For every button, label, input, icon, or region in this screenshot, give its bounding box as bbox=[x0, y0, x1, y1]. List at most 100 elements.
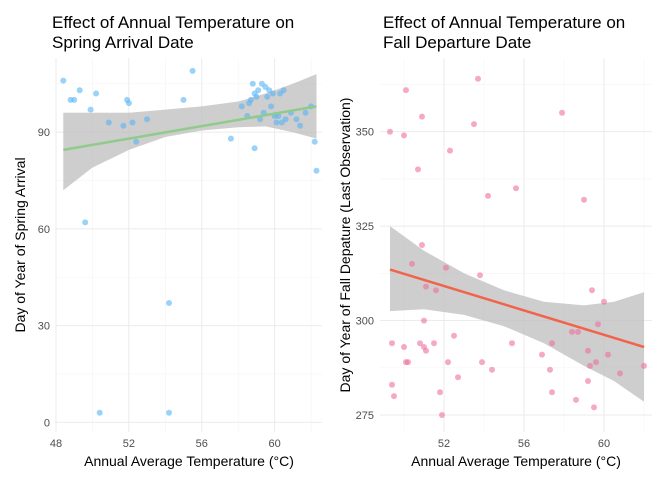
chart2-data-point bbox=[447, 147, 453, 154]
chart2-y-tick-label: 350 bbox=[356, 127, 374, 139]
chart1-confidence-band bbox=[63, 74, 317, 191]
chart1-trend-line bbox=[63, 105, 317, 152]
chart1-data-point bbox=[253, 93, 260, 100]
chart1-data-point bbox=[82, 219, 89, 226]
chart2-trend-line bbox=[389, 268, 645, 349]
chart1-data-point bbox=[264, 93, 271, 100]
chart2-data-point bbox=[641, 362, 647, 369]
chart1-data-point bbox=[227, 135, 234, 142]
chart2-y-tick-label: 300 bbox=[356, 316, 374, 328]
chart2-data-point bbox=[587, 362, 593, 369]
chart2-data-point bbox=[419, 113, 425, 120]
chart1-data-point bbox=[93, 90, 100, 97]
chart2-x-tick-label: 56 bbox=[518, 438, 530, 450]
chart2-data-point bbox=[605, 351, 611, 358]
chart1-data-point bbox=[129, 119, 136, 126]
chart2-data-point bbox=[421, 317, 427, 324]
chart1-data-point bbox=[96, 409, 103, 416]
chart1-y-tick-label: 30 bbox=[38, 321, 50, 333]
chart2-data-point bbox=[549, 340, 555, 347]
chart1-title-line: Effect of Annual Temperature on bbox=[52, 13, 294, 32]
chart2-y-tick-label: 275 bbox=[356, 410, 374, 422]
chart2-data-point bbox=[423, 347, 429, 354]
chart1-y-tick-label: 90 bbox=[38, 127, 50, 139]
chart1-data-point bbox=[311, 138, 318, 145]
chart1-x-tick-label: 52 bbox=[123, 438, 135, 450]
chart2-data-point bbox=[431, 340, 437, 347]
chart1-data-point bbox=[251, 145, 258, 152]
chart1-panel: 48 52 56 60 0 30 60 90 Effect of Annual Temperat… bbox=[12, 13, 322, 469]
chart2-data-point bbox=[475, 75, 481, 82]
chart2-data-point bbox=[547, 366, 553, 373]
chart1-y-tick-label: 60 bbox=[38, 224, 50, 236]
chart1-title: Effect of Annual Temperature on Spring Ar… bbox=[52, 13, 294, 52]
chart1-x-tick-label: 56 bbox=[196, 438, 208, 450]
chart1-data-point bbox=[238, 103, 245, 110]
chart2-data-point bbox=[389, 381, 395, 388]
chart2-data-point bbox=[485, 192, 491, 199]
chart2-y-tick-label: 325 bbox=[356, 221, 374, 233]
chart1-data-point bbox=[273, 119, 280, 126]
chart1-data-point bbox=[133, 138, 140, 145]
chart2-data-point bbox=[443, 264, 449, 271]
chart1-data-point bbox=[166, 409, 172, 416]
chart2-data-point bbox=[401, 344, 407, 350]
chart2-data-point bbox=[433, 287, 439, 294]
chart2-panel: 52 56 60 275 300 325 350 Effect of Annual Tempe… bbox=[337, 13, 652, 469]
chart2-data-point bbox=[423, 283, 429, 290]
chart1-data-point bbox=[280, 87, 287, 94]
chart1-data-point bbox=[247, 96, 254, 103]
chart2-data-point bbox=[417, 340, 423, 347]
chart1-data-point bbox=[76, 87, 83, 94]
chart2-y-axis-title: Day of Year of Fall Depature (Last Obser… bbox=[337, 98, 353, 393]
chart2-x-tick-label: 60 bbox=[598, 438, 610, 450]
chart2-data-point bbox=[489, 366, 495, 373]
chart2-data-point bbox=[471, 121, 477, 128]
chart2-data-point bbox=[585, 347, 591, 354]
chart2-data-point bbox=[575, 328, 581, 335]
chart1-data-point bbox=[269, 90, 276, 97]
chart1-data-point bbox=[180, 96, 187, 103]
chart2-data-point bbox=[581, 196, 587, 203]
chart2-data-point bbox=[617, 370, 623, 377]
chart2-data-point bbox=[591, 404, 597, 411]
chart2-data-point bbox=[509, 340, 515, 347]
chart2-data-point bbox=[391, 393, 397, 400]
chart2-data-point bbox=[405, 359, 411, 366]
chart1-data-point bbox=[71, 96, 78, 103]
chart2-data-point bbox=[595, 321, 601, 328]
chart2-data-point bbox=[445, 359, 451, 366]
chart1-data-point bbox=[257, 116, 264, 123]
chart2-data-point bbox=[387, 128, 393, 135]
chart2-data-point bbox=[419, 242, 425, 248]
chart1-data-point bbox=[268, 103, 274, 110]
chart1-y-tick-label: 0 bbox=[44, 417, 50, 429]
chart2-data-point bbox=[573, 396, 579, 403]
chart1-data-point bbox=[282, 116, 289, 123]
chart2-title: Effect of Annual Temperature on Fall Depa… bbox=[383, 13, 625, 52]
chart1-y-axis-title: Day of Year of Spring Arrival bbox=[12, 157, 28, 332]
chart1-x-tick-label: 60 bbox=[269, 438, 281, 450]
chart1-data-point bbox=[105, 119, 112, 126]
chart2-data-point bbox=[401, 132, 407, 139]
chart1-data-point bbox=[166, 300, 172, 306]
chart1-data-point bbox=[293, 116, 300, 123]
chart1-data-point bbox=[144, 116, 151, 123]
chart1-x-tick-label: 48 bbox=[50, 438, 62, 450]
chart2-confidence-band bbox=[390, 226, 644, 402]
chart2-data-point bbox=[477, 272, 483, 279]
chart2-data-point bbox=[601, 298, 607, 305]
chart2-data-point bbox=[437, 389, 443, 396]
chart2-data-point bbox=[409, 260, 415, 267]
chart2-data-point bbox=[585, 378, 591, 384]
chart1-data-point bbox=[302, 109, 309, 116]
chart2-x-axis-title: Annual Average Temperature (°C) bbox=[411, 453, 621, 469]
chart2-data-point bbox=[415, 166, 421, 173]
chart1-data-point bbox=[275, 113, 282, 119]
chart2-data-point bbox=[559, 109, 565, 116]
chart1-title-line: Spring Arrival Date bbox=[52, 33, 194, 52]
chart1-data-point bbox=[60, 77, 67, 84]
chart1-data-point bbox=[313, 167, 320, 174]
